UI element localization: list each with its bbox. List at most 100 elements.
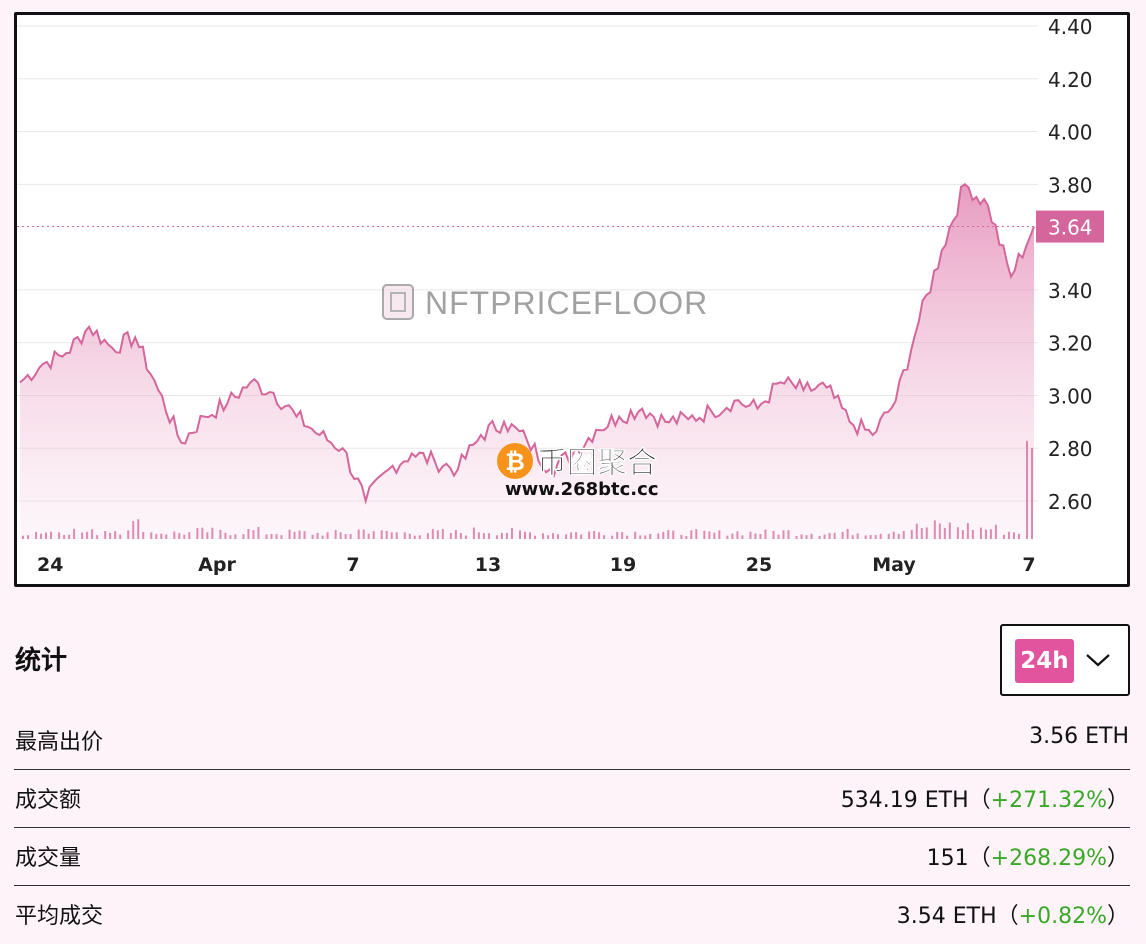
- volume-bar: [510, 528, 513, 539]
- period-selected-value[interactable]: 24h: [1015, 639, 1074, 683]
- volume-bar: [547, 535, 550, 539]
- volume-bar: [487, 533, 490, 539]
- volume-bar: [265, 534, 268, 539]
- volume-bar: [173, 531, 176, 539]
- volume-bar: [339, 532, 342, 539]
- stat-change: +268.29%: [990, 846, 1107, 871]
- volume-bar: [649, 533, 652, 539]
- volume-bar: [1002, 534, 1005, 539]
- x-tick-label: 19: [610, 554, 636, 576]
- volume-bar: [575, 532, 578, 539]
- volume-bar: [741, 535, 744, 539]
- volume-bar: [257, 526, 260, 539]
- volume-bar: [713, 532, 716, 539]
- volume-bar: [73, 528, 76, 539]
- volume-bar: [782, 530, 785, 539]
- stat-amount: 534.19 ETH（: [840, 788, 991, 813]
- y-tick-label: 3.80: [1048, 173, 1093, 197]
- volume-bar: [626, 535, 629, 539]
- volume-bar: [603, 535, 606, 539]
- volume-bar: [137, 519, 140, 539]
- volume-bar: [362, 529, 365, 539]
- stat-value: 3.56 ETH: [1029, 724, 1129, 749]
- volume-bar: [477, 532, 480, 539]
- stat-label: 成交额: [15, 788, 82, 813]
- volume-bar: [667, 530, 670, 539]
- y-tick-label: 2.80: [1048, 437, 1093, 461]
- volume-bar: [482, 533, 485, 539]
- y-tick-label: 4.40: [1048, 15, 1093, 39]
- volume-bar: [731, 533, 734, 539]
- current-price-label: 3.64: [1048, 216, 1093, 240]
- volume-bar: [436, 530, 439, 539]
- volume-bar: [869, 535, 872, 539]
- volume-bar: [971, 529, 974, 539]
- volume-bar: [823, 534, 826, 539]
- volume-bar: [938, 523, 941, 539]
- stat-label: 成交量: [15, 846, 82, 871]
- volume-bar: [211, 527, 214, 539]
- volume-bar: [150, 532, 153, 539]
- nftpricefloor-watermark: NFTPRICEFLOOR: [382, 284, 708, 321]
- volume-bar: [795, 535, 798, 539]
- volume-bar: [800, 534, 803, 539]
- volume-bar: [316, 532, 319, 539]
- price-chart-canvas[interactable]: 2.60 2.80 3.00 3.20 3.40 3.80 4.00 4.20 4.40 24 A…: [17, 15, 1127, 584]
- period-select[interactable]: 24h: [1000, 624, 1130, 696]
- volume-bar: [1012, 532, 1015, 539]
- stat-row-volume: 成交量 151（+268.29%）: [14, 828, 1130, 886]
- y-tick-label: 3.20: [1048, 332, 1093, 356]
- volume-bar: [109, 532, 112, 539]
- volume-bar: [35, 531, 38, 539]
- stat-change: +0.82%: [1018, 904, 1107, 929]
- stat-close-paren: ）: [1106, 904, 1129, 929]
- x-tick-label: May: [872, 554, 916, 576]
- volume-bar: [449, 532, 452, 539]
- volume-bar: [979, 527, 982, 539]
- volume-bar: [764, 529, 767, 539]
- volume-bar: [897, 533, 900, 539]
- current-price-badge: [1036, 210, 1104, 243]
- volume-bar: [598, 532, 601, 539]
- volume-bar: [657, 533, 660, 539]
- volume-bar: [418, 535, 421, 539]
- volume-bar: [759, 533, 762, 539]
- volume-bar: [441, 529, 444, 539]
- volume-bar: [754, 533, 757, 539]
- price-chart[interactable]: 2.60 2.80 3.00 3.20 3.40 3.80 4.00 4.20 4.40 24 A…: [14, 12, 1130, 587]
- volume-bar: [593, 530, 596, 539]
- bitcoin-symbol: ₿: [505, 448, 525, 476]
- volume-bar: [390, 532, 393, 539]
- volume-bar: [303, 531, 306, 539]
- volume-bar: [91, 529, 94, 539]
- volume-bar: [500, 532, 503, 539]
- volume-bar: [519, 530, 521, 539]
- volume-bar: [104, 531, 107, 539]
- volume-bar: [178, 533, 181, 539]
- volume-bar: [570, 532, 573, 539]
- bitcoin-icon: [497, 443, 533, 479]
- y-tick-label: 3.40: [1048, 279, 1093, 303]
- volume-bar: [505, 532, 508, 539]
- volume-bar: [413, 535, 416, 539]
- stat-value: 3.54 ETH（+0.82%）: [897, 898, 1129, 930]
- volume-bar: [542, 533, 545, 539]
- volume-bar: [672, 530, 675, 539]
- volume-bar: [229, 535, 232, 539]
- volume-bar: [703, 530, 706, 539]
- volume-bar: [380, 530, 383, 539]
- volume-bar: [708, 531, 711, 539]
- volume-bar: [892, 531, 895, 539]
- chevron-down-icon[interactable]: [1085, 652, 1111, 668]
- volume-bar: [639, 535, 642, 539]
- volume-bar: [805, 535, 808, 539]
- volume-bar: [86, 531, 89, 539]
- watermark-text: NFTPRICEFLOOR: [425, 285, 708, 321]
- volume-bar: [127, 530, 130, 539]
- volume-bar: [685, 536, 688, 539]
- volume-bar: [948, 522, 951, 539]
- stat-row-turnover: 成交额 534.19 ETH（+271.32%）: [14, 770, 1130, 828]
- volume-bar: [1007, 531, 1010, 539]
- y-tick-label: 2.60: [1048, 490, 1093, 514]
- volume-bar: [219, 529, 222, 539]
